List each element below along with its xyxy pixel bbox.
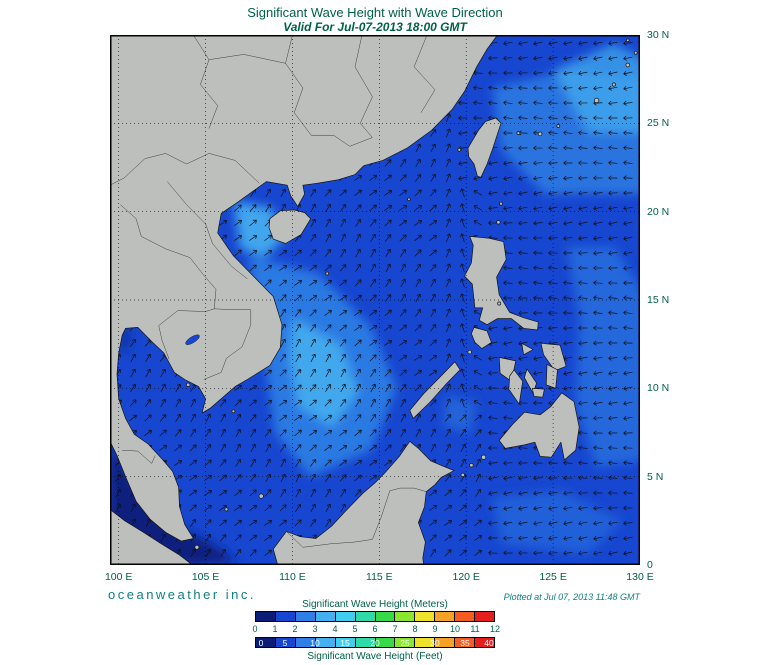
colorbar-cell — [475, 612, 495, 621]
colorbar-cell — [295, 612, 316, 621]
colorbar-cell — [335, 612, 356, 621]
plotted-timestamp: Plotted at Jul 07, 2013 11:48 GMT — [503, 592, 640, 602]
feet-tick-label: 0 — [258, 638, 264, 648]
latitude-tick-label: 0 — [647, 559, 653, 571]
country-borders — [110, 35, 436, 548]
colorbar-cell — [415, 638, 436, 647]
longitude-tick-label: 125 E — [539, 571, 567, 583]
land-layer — [110, 35, 638, 565]
chart-valid-time: Valid For Jul-07-2013 18:00 GMT — [283, 20, 467, 34]
meters-tick-label: 2 — [292, 624, 298, 634]
colorbar-cell — [395, 612, 416, 621]
meters-tick-label: 8 — [412, 624, 418, 634]
colorbar-cell — [455, 638, 476, 647]
feet-tick-label: 25 — [400, 638, 410, 648]
colorbar-cell — [275, 638, 296, 647]
colorbar-cell — [256, 638, 276, 647]
colorbar-cell — [475, 638, 495, 647]
oceanweather-brand: oceanweather inc. — [108, 587, 257, 602]
feet-tick-label: 5 — [282, 638, 288, 648]
legend-feet-title: Significant Wave Height (Feet) — [307, 651, 443, 662]
meters-tick-label: 10 — [449, 624, 461, 634]
graticule-grid — [110, 35, 640, 565]
latitude-tick-label: 15 N — [647, 294, 670, 306]
colorbar-cell — [415, 612, 436, 621]
tonle-sap-lake — [185, 334, 200, 345]
latitude-tick-label: 20 N — [647, 205, 670, 218]
longitude-tick-label: 115 E — [366, 571, 393, 583]
colorbar-cell — [395, 638, 416, 647]
meters-tick-label: 9 — [432, 624, 438, 634]
colorbar-cell — [315, 638, 336, 647]
chart-title: Significant Wave Height with Wave Direct… — [247, 5, 503, 20]
colorbar-cell — [435, 612, 456, 621]
map-svg — [110, 35, 640, 565]
feet-tick-label: 15 — [340, 638, 350, 648]
colorbar-cell — [335, 638, 356, 647]
colorbar-cell — [375, 612, 396, 621]
colorbar-cell — [315, 612, 336, 621]
colorbar-cell — [275, 612, 296, 621]
colorbar-cell — [355, 612, 376, 621]
colorbar-meters — [255, 611, 495, 622]
longitude-tick-label: 120 E — [452, 571, 480, 583]
legend-meters-title: Significant Wave Height (Meters) — [302, 599, 448, 610]
latitude-tick-label: 5 N — [647, 470, 664, 483]
meters-tick-label: 7 — [392, 624, 398, 634]
longitude-tick-label: 130 E — [626, 571, 654, 583]
feet-tick-label: 30 — [430, 638, 440, 648]
longitude-tick-label: 110 E — [279, 571, 306, 583]
colorbar-cell — [455, 612, 476, 621]
colorbar-cell — [435, 638, 456, 647]
map-canvas — [110, 35, 640, 565]
latitude-tick-label: 25 N — [647, 117, 670, 130]
latitude-tick-label: 30 N — [647, 29, 670, 41]
colorbar-feet — [255, 637, 495, 648]
colorbar-cell — [375, 638, 396, 647]
map-frame-border — [110, 35, 640, 565]
feet-tick-label: 10 — [310, 638, 320, 648]
colorbar-cell — [256, 612, 276, 621]
meters-tick-label: 0 — [252, 624, 258, 634]
feet-tick-label: 20 — [370, 638, 380, 648]
meters-tick-label: 5 — [352, 624, 358, 634]
colorbar-cell — [355, 638, 376, 647]
meters-tick-label: 4 — [332, 624, 338, 634]
latitude-tick-label: 10 N — [647, 382, 670, 395]
meters-tick-label: 1 — [272, 624, 278, 634]
longitude-tick-label: 105 E — [191, 571, 220, 583]
meters-tick-label: 6 — [372, 624, 378, 634]
meters-tick-label: 12 — [489, 624, 501, 634]
colorbar-cell — [295, 638, 316, 647]
meters-tick-label: 3 — [312, 624, 318, 634]
meters-tick-label: 11 — [470, 624, 480, 634]
feet-tick-label: 35 — [460, 638, 470, 648]
feet-tick-label: 40 — [484, 638, 494, 648]
longitude-tick-label: 100 E — [104, 571, 133, 583]
